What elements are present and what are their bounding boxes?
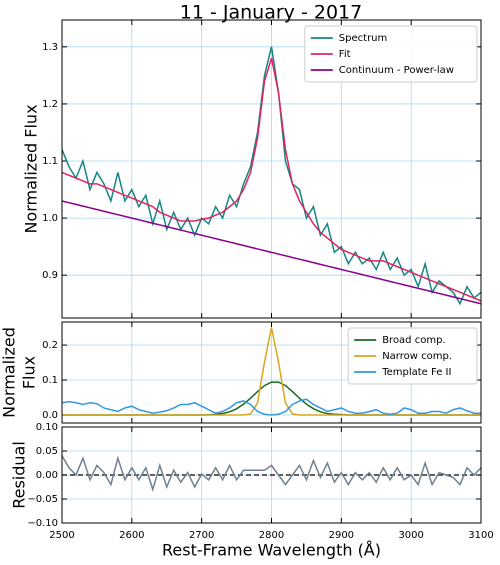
legend-label: Broad comp.	[382, 335, 445, 346]
y-tick-label: 0.00	[36, 470, 58, 481]
data-line	[62, 200, 481, 305]
legend-box	[304, 25, 478, 83]
plot-frame	[61, 321, 482, 424]
x-tick-label: 2600	[119, 530, 144, 541]
data-line	[62, 46, 481, 306]
y-tick-label: 0.05	[36, 446, 58, 457]
legend-label: Spectrum	[339, 33, 387, 44]
plot-frame	[61, 426, 482, 524]
y-tick-label: 0.9	[42, 270, 58, 281]
data-line	[62, 398, 481, 416]
x-tick-label: 2900	[329, 530, 354, 541]
x-tick-label: 3000	[398, 530, 423, 541]
y-tick-label: 1.3	[42, 42, 58, 53]
legend-box	[347, 327, 478, 385]
legend-label: Template Fe II	[381, 367, 451, 378]
plot-frame	[61, 19, 482, 319]
y-tick-label: 0.10	[36, 422, 58, 433]
y-axis-label: Normalized	[0, 327, 19, 418]
y-axis-label: Residual	[10, 441, 29, 509]
chart-title: 11 - January - 2017	[180, 2, 362, 24]
x-axis-label: Rest-Frame Wavelength (Å)	[162, 541, 381, 560]
data-line	[62, 327, 481, 416]
x-tick-label: 2500	[49, 530, 74, 541]
y-axis-label: Normalized Flux	[22, 104, 41, 233]
data-line	[62, 455, 481, 492]
legend-label: Fit	[339, 49, 351, 60]
y-tick-label: 1.0	[42, 213, 58, 224]
y-tick-label: 0.1	[42, 375, 58, 386]
x-tick-label: 2700	[189, 530, 214, 541]
y-axis-label: Flux	[20, 356, 39, 389]
legend-label: Narrow comp.	[382, 351, 452, 362]
legend-label: Continuum - Power-law	[339, 65, 454, 76]
y-tick-label: 0.0	[42, 410, 58, 421]
y-tick-label: −0.05	[27, 494, 58, 505]
y-tick-label: −0.10	[27, 518, 58, 529]
y-tick-label: 1.2	[42, 99, 58, 110]
data-line	[62, 58, 481, 302]
y-tick-label: 1.1	[42, 156, 58, 167]
x-tick-label: 2800	[259, 530, 284, 541]
x-tick-label: 3100	[468, 530, 493, 541]
y-tick-label: 0.2	[42, 340, 58, 351]
